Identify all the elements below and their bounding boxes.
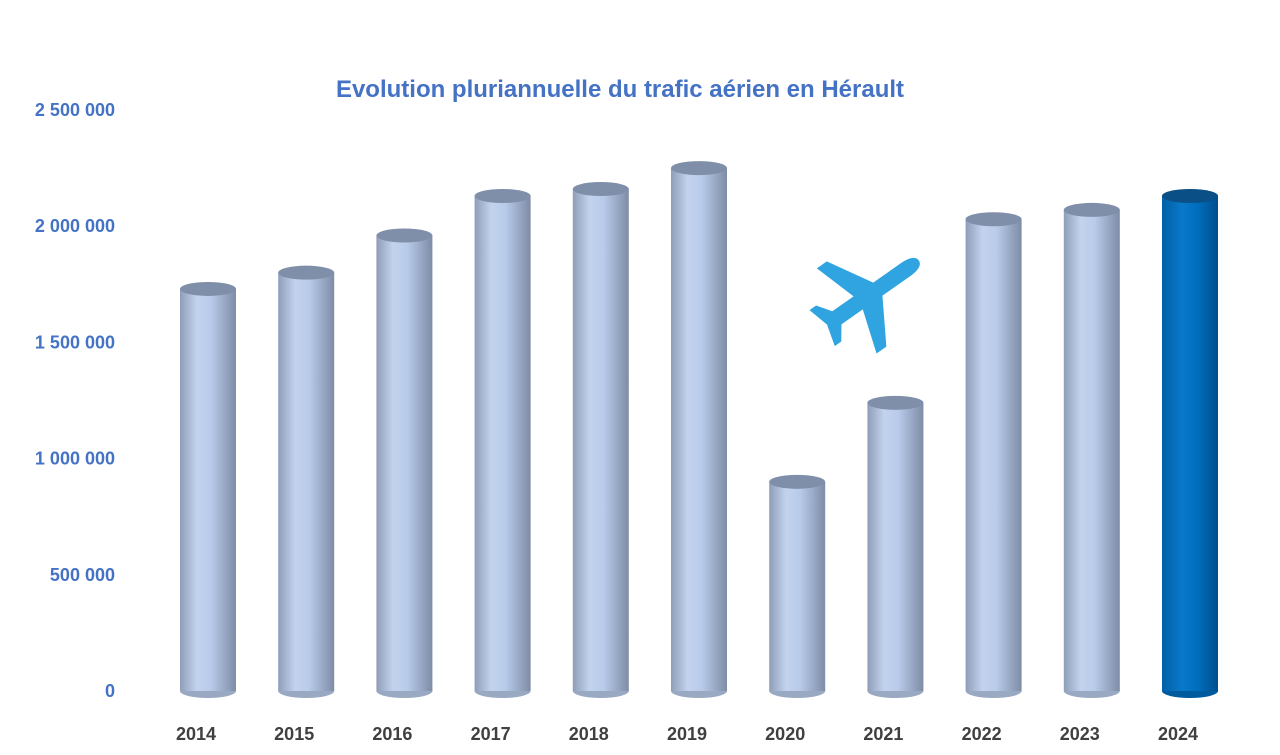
- bars: [180, 161, 1218, 698]
- bar-2018: [572, 182, 629, 698]
- bar-body: [180, 288, 236, 691]
- bar-top: [965, 212, 1022, 227]
- x-tick-label: 2023: [1060, 724, 1100, 744]
- bar-body: [867, 402, 924, 691]
- x-tick-label: 2016: [372, 724, 412, 744]
- bar-top: [671, 161, 727, 176]
- x-tick-label: 2019: [667, 724, 707, 744]
- y-axis-tick-labels: 0 500 000 1 000 000 1 500 000 2 000 000 2 500…: [35, 100, 115, 701]
- y-tick-label: 1 000 000: [35, 449, 115, 469]
- bar-top: [572, 182, 629, 197]
- bar-body: [769, 481, 826, 691]
- bar-body: [965, 219, 1022, 691]
- bar-body: [278, 272, 335, 691]
- bar-body: [474, 195, 531, 691]
- bar-2015: [278, 265, 335, 698]
- bar-2016: [376, 228, 433, 698]
- x-tick-label: 2014: [176, 724, 216, 744]
- x-tick-label: 2022: [962, 724, 1002, 744]
- bar-top: [1162, 188, 1218, 203]
- bar-2014: [180, 281, 236, 698]
- bar-top: [867, 395, 924, 410]
- y-tick-label: 500 000: [50, 565, 115, 585]
- y-tick-label: 2 000 000: [35, 216, 115, 236]
- bar-body: [671, 168, 727, 692]
- y-tick-label: 2 500 000: [35, 100, 115, 120]
- x-axis-tick-labels: 2014 2015 2016 2017 2018 2019 2020 2021 2022 2023…: [176, 724, 1198, 744]
- bar-body: [1162, 195, 1218, 691]
- y-tick-label: 0: [105, 681, 115, 701]
- bar-top: [180, 281, 236, 296]
- bar-2019: [671, 161, 727, 698]
- bar-2020: [769, 474, 826, 698]
- x-tick-label: 2018: [569, 724, 609, 744]
- bar-body: [376, 235, 433, 691]
- bar-2022: [965, 212, 1022, 698]
- x-tick-label: 2021: [863, 724, 903, 744]
- bar-top: [376, 228, 433, 243]
- bar-2023: [1063, 202, 1120, 698]
- airplane-icon: [809, 257, 920, 354]
- bar-2024: [1162, 188, 1218, 698]
- bar-top: [1063, 202, 1120, 217]
- x-tick-label: 2024: [1158, 724, 1198, 744]
- x-tick-label: 2015: [274, 724, 314, 744]
- x-tick-label: 2017: [471, 724, 511, 744]
- bar-top: [278, 265, 335, 280]
- chart-title: Evolution pluriannuelle du trafic aérien…: [336, 76, 904, 103]
- bar-body: [1063, 209, 1120, 691]
- bar-2017: [474, 188, 531, 698]
- y-tick-label: 1 500 000: [35, 332, 115, 352]
- bar-top: [474, 188, 531, 203]
- x-tick-label: 2020: [765, 724, 805, 744]
- bar-2021: [867, 395, 924, 698]
- bar-body: [572, 189, 629, 692]
- bar-top: [769, 474, 826, 489]
